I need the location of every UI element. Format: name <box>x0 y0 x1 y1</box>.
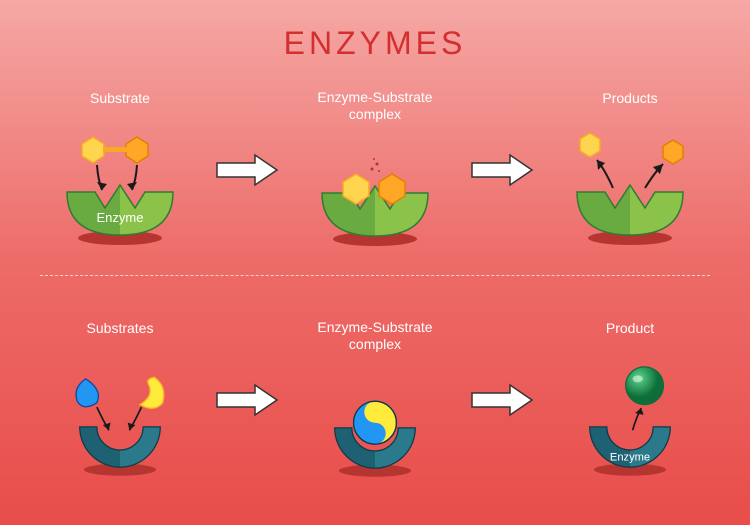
arrow-2 <box>470 153 535 188</box>
stage-es-complex-1: Enzyme-Substrate complex <box>290 89 460 251</box>
diagram-substrates-2 <box>45 360 195 480</box>
stage-substrate: Substrate Enzyme <box>35 90 205 250</box>
diagram-es-complex-2 <box>300 361 450 481</box>
label-substrate: Substrate <box>90 90 150 122</box>
label-es-complex-1: Enzyme-Substrate complex <box>290 89 460 123</box>
divider <box>40 275 710 276</box>
diagram-es-complex-1 <box>300 131 450 251</box>
arrow-1 <box>215 153 280 188</box>
label-products: Products <box>602 90 657 122</box>
diagram-product-2: Enzyme <box>555 360 705 480</box>
stage-substrates-2: Substrates <box>35 320 205 480</box>
stage-es-complex-2: Enzyme-Substrate complex <box>290 319 460 481</box>
label-product-2: Product <box>606 320 654 352</box>
stage-product-2: Product Enzyme <box>545 320 715 480</box>
arrow-4 <box>470 383 535 418</box>
label-es-complex-2: Enzyme-Substrate complex <box>290 319 460 353</box>
enzyme-text-1: Enzyme <box>97 210 144 225</box>
row-1: Substrate Enzyme Enzyme-Subs <box>0 80 750 260</box>
diagram-products <box>555 130 705 250</box>
row-2: Substrates Enzyme-Substrate complex <box>0 300 750 500</box>
diagram-substrate: Enzyme <box>45 130 195 250</box>
stage-products: Products <box>545 90 715 250</box>
arrow-3 <box>215 383 280 418</box>
page-title: ENZYMES <box>0 0 750 62</box>
enzyme-text-2: Enzyme <box>610 451 650 463</box>
label-substrates-2: Substrates <box>87 320 154 352</box>
